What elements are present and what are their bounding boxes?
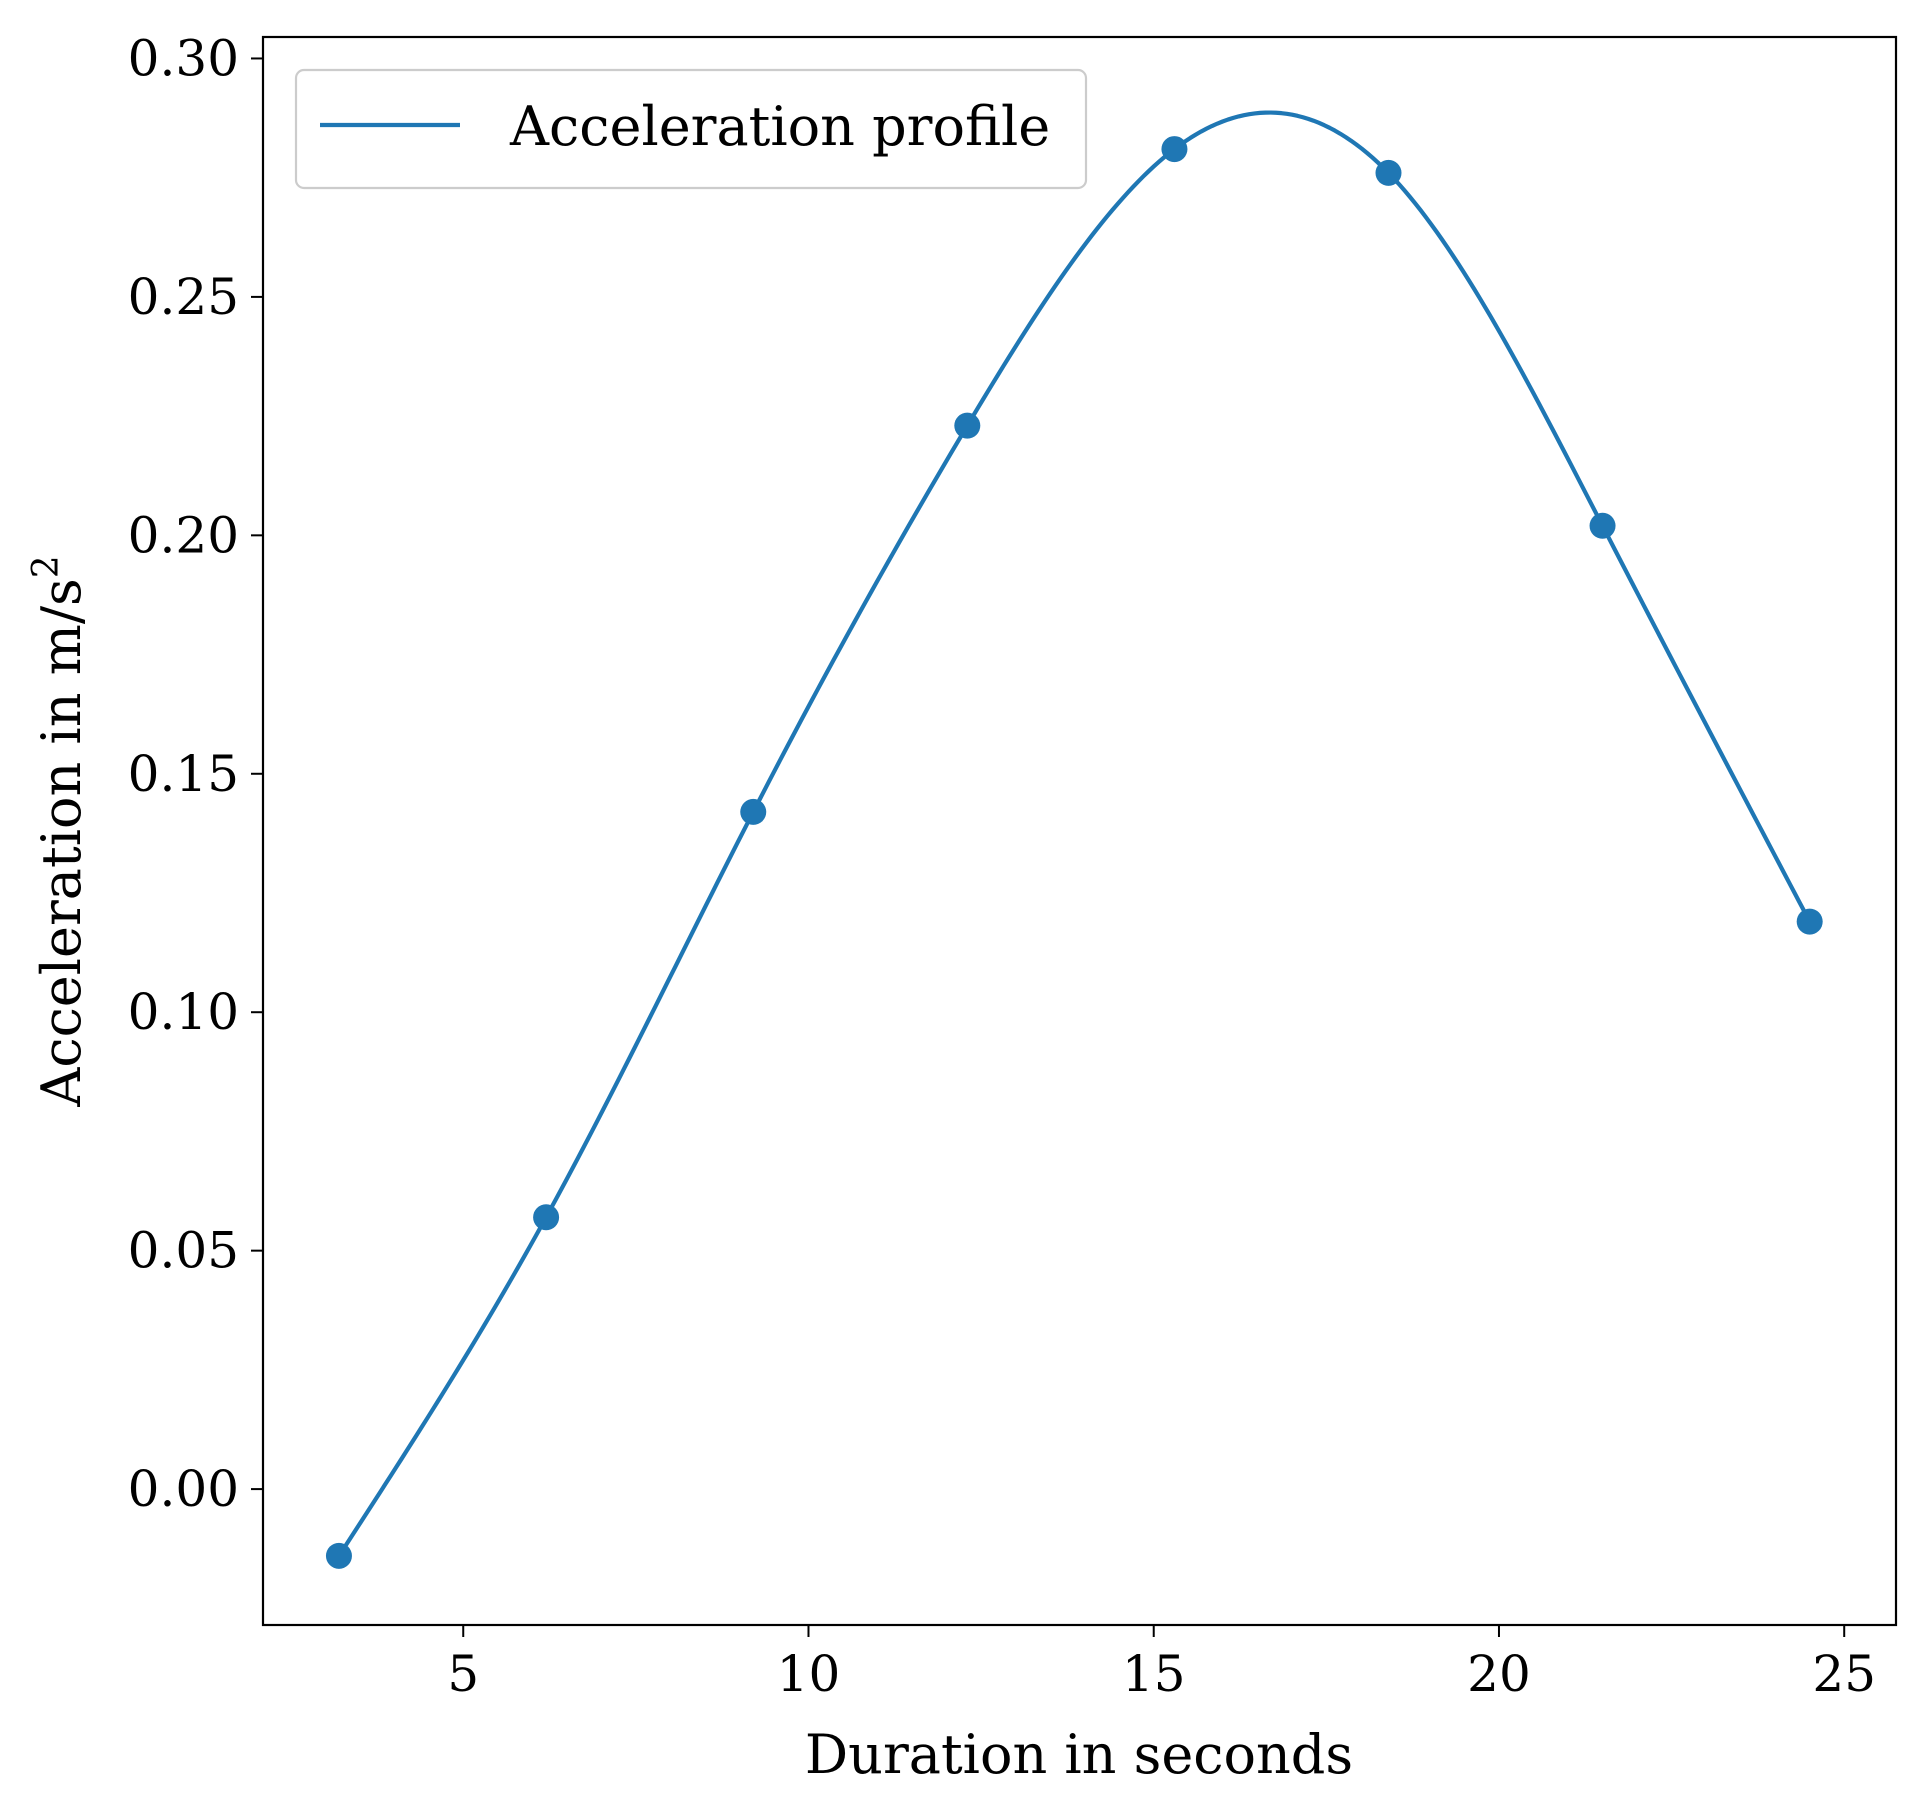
data-point [1375, 159, 1402, 186]
data-point [325, 1542, 352, 1569]
data-point [1589, 512, 1616, 539]
acceleration-series-points [325, 136, 1823, 1569]
y-tick-label: 0.30 [128, 29, 239, 87]
x-tick-label: 20 [1467, 1645, 1531, 1703]
y-axis-label-text: Acceleration in m/s [30, 578, 93, 1107]
legend: Acceleration profile [294, 68, 1088, 190]
x-tick-label: 25 [1812, 1645, 1876, 1703]
data-point [1161, 136, 1188, 163]
x-tick-label: 5 [447, 1645, 479, 1703]
y-tick-label: 0.10 [128, 983, 239, 1041]
y-tick-label: 0.25 [128, 268, 239, 326]
x-tick-label: 15 [1122, 1645, 1186, 1703]
x-tick-label: 10 [777, 1645, 841, 1703]
acceleration-series-line [336, 110, 1812, 1558]
y-tick-label: 0.05 [128, 1222, 239, 1280]
plot-frame [261, 35, 1898, 1627]
data-point [1796, 908, 1823, 935]
data-point [533, 1204, 560, 1231]
y-tick-label: 0.20 [128, 506, 239, 564]
y-axis-label: Acceleration in m/s2 [26, 555, 93, 1107]
data-point [954, 412, 981, 439]
y-axis-ticks: 0.00 0.05 0.10 0.15 0.20 0.25 0.30 [128, 29, 263, 1518]
y-tick-label: 0.15 [128, 745, 239, 803]
legend-box [294, 68, 1088, 190]
x-axis-ticks: 5 10 15 20 25 [447, 1625, 1876, 1703]
x-axis-label: Duration in seconds [805, 1723, 1353, 1786]
data-point [740, 798, 767, 825]
legend-label: Acceleration profile [509, 95, 1050, 158]
y-axis-label-superscript: 2 [26, 555, 67, 578]
y-tick-label: 0.00 [128, 1460, 239, 1518]
